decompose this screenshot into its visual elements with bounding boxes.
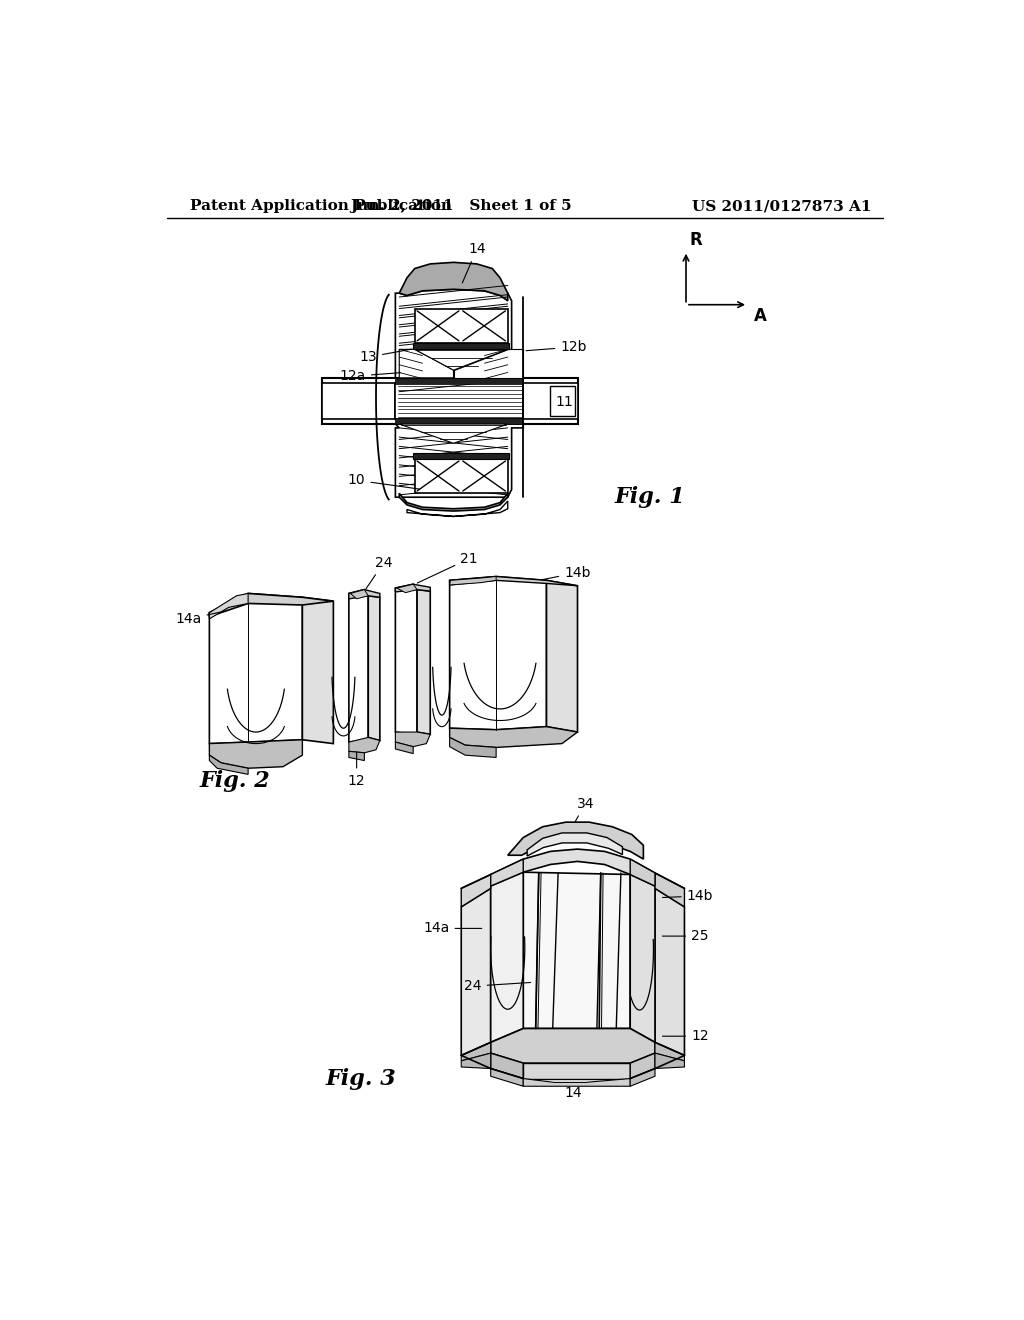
Polygon shape — [414, 343, 509, 350]
Polygon shape — [655, 888, 684, 1056]
Polygon shape — [461, 874, 490, 907]
Polygon shape — [450, 577, 496, 585]
Polygon shape — [302, 597, 334, 743]
Text: A: A — [755, 308, 767, 325]
Polygon shape — [395, 383, 523, 418]
Polygon shape — [414, 453, 509, 459]
Text: 21: 21 — [417, 552, 478, 583]
Polygon shape — [630, 1053, 655, 1078]
Polygon shape — [395, 733, 430, 747]
Polygon shape — [655, 1053, 684, 1069]
Text: 14: 14 — [463, 243, 485, 282]
Polygon shape — [450, 726, 578, 747]
Text: 10: 10 — [348, 474, 420, 490]
Polygon shape — [523, 1063, 630, 1078]
Polygon shape — [630, 874, 655, 1043]
Text: 12: 12 — [348, 752, 366, 788]
Polygon shape — [209, 755, 248, 775]
Polygon shape — [655, 1043, 684, 1061]
Text: 14: 14 — [565, 1086, 583, 1101]
Polygon shape — [450, 577, 547, 730]
Polygon shape — [209, 739, 302, 768]
Polygon shape — [399, 263, 508, 301]
Polygon shape — [655, 873, 684, 907]
Text: 34: 34 — [575, 797, 594, 822]
Polygon shape — [209, 594, 248, 619]
Polygon shape — [399, 424, 508, 444]
Text: 14a: 14a — [175, 611, 226, 626]
Text: Patent Application Publication: Patent Application Publication — [190, 199, 452, 213]
Polygon shape — [322, 378, 578, 424]
Text: 24: 24 — [464, 979, 530, 993]
Polygon shape — [450, 738, 496, 758]
Text: 12: 12 — [663, 1030, 709, 1043]
Text: 25: 25 — [663, 929, 709, 942]
Text: 24: 24 — [366, 556, 392, 589]
Text: 14b: 14b — [663, 890, 713, 903]
Polygon shape — [490, 859, 523, 886]
Polygon shape — [523, 873, 630, 1028]
Polygon shape — [209, 594, 302, 743]
Text: US 2011/0127873 A1: US 2011/0127873 A1 — [692, 199, 872, 213]
Polygon shape — [490, 1069, 523, 1086]
Text: 11: 11 — [556, 395, 573, 409]
Polygon shape — [415, 309, 508, 343]
Text: Jun. 2, 2011   Sheet 1 of 5: Jun. 2, 2011 Sheet 1 of 5 — [350, 199, 572, 213]
Polygon shape — [523, 383, 578, 418]
Polygon shape — [395, 289, 512, 381]
Polygon shape — [490, 849, 655, 886]
Polygon shape — [399, 494, 508, 511]
Text: R: R — [690, 231, 702, 248]
Polygon shape — [547, 581, 578, 733]
Polygon shape — [395, 424, 523, 498]
Polygon shape — [407, 502, 508, 516]
Polygon shape — [349, 590, 369, 742]
Polygon shape — [527, 833, 623, 855]
Polygon shape — [369, 595, 380, 741]
Text: 14a: 14a — [423, 921, 481, 936]
Polygon shape — [450, 577, 578, 586]
Polygon shape — [399, 350, 454, 378]
Polygon shape — [550, 385, 575, 416]
Polygon shape — [395, 418, 523, 424]
Text: 13: 13 — [359, 348, 412, 364]
Polygon shape — [508, 822, 643, 859]
Polygon shape — [349, 590, 380, 599]
Polygon shape — [395, 378, 523, 384]
Polygon shape — [395, 585, 430, 591]
Polygon shape — [461, 888, 490, 1056]
Text: 12b: 12b — [526, 341, 587, 354]
Text: Fig. 1: Fig. 1 — [614, 486, 685, 508]
Text: 12a: 12a — [340, 370, 400, 383]
Text: 14b: 14b — [542, 566, 591, 579]
Polygon shape — [461, 1053, 490, 1069]
Polygon shape — [349, 751, 365, 760]
Polygon shape — [397, 585, 417, 593]
Polygon shape — [490, 1053, 523, 1078]
Polygon shape — [630, 1069, 655, 1086]
Text: Fig. 2: Fig. 2 — [200, 770, 270, 792]
Polygon shape — [461, 1043, 490, 1061]
Polygon shape — [417, 590, 430, 734]
Polygon shape — [490, 873, 523, 1043]
Polygon shape — [523, 1078, 630, 1086]
Polygon shape — [395, 585, 417, 734]
Polygon shape — [630, 859, 655, 886]
Polygon shape — [349, 738, 380, 752]
Polygon shape — [415, 459, 508, 494]
Polygon shape — [209, 594, 334, 616]
Polygon shape — [454, 350, 523, 378]
Text: Fig. 3: Fig. 3 — [326, 1068, 396, 1089]
Polygon shape — [415, 350, 508, 370]
Polygon shape — [350, 590, 369, 599]
Polygon shape — [490, 1028, 655, 1063]
Polygon shape — [322, 383, 395, 418]
Polygon shape — [395, 742, 414, 754]
